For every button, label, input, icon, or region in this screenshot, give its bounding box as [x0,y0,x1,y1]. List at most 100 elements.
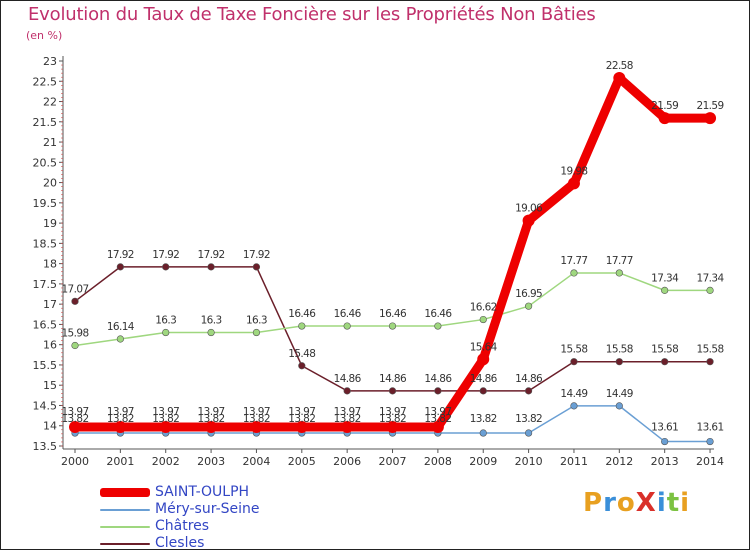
data-point [207,263,215,271]
data-label: 14.86 [515,373,543,385]
legend-label: Clesles [155,535,205,551]
data-label: 16.46 [379,308,407,320]
data-point [434,387,442,395]
data-point [71,341,79,350]
proxiti-logo: ProXiti [583,488,690,518]
data-point [388,322,397,330]
data-label: 13.61 [697,422,724,434]
y-tick-label: 18 [43,258,57,271]
data-point [431,420,444,433]
data-point [252,263,261,271]
data-point [477,353,490,366]
data-label: 13.97 [107,406,134,418]
data-point [524,302,533,310]
data-label: 13.82 [424,413,451,425]
x-tick-label: 2000 [61,455,89,468]
y-tick-label: 16 [43,339,57,352]
data-label: 17.92 [243,249,270,261]
data-point [706,358,714,366]
data-label: 15.58 [697,344,724,356]
y-tick-label: 18.5 [33,237,58,250]
data-point [69,420,81,433]
x-tick-label: 2008 [424,455,452,468]
data-point [298,362,306,370]
data-label: 14.49 [606,388,633,400]
logo-letter: P [583,488,604,518]
y-tick-label: 15.5 [33,359,58,372]
x-tick-label: 2009 [469,455,497,468]
y-tick-label: 21.5 [33,116,58,129]
x-tick-label: 2007 [379,455,407,468]
data-label: 13.97 [288,406,315,418]
x-tick-label: 2001 [106,455,134,468]
data-label: 15.64 [470,341,498,353]
data-label: 19.98 [560,165,587,177]
x-tick-label: 2013 [651,455,679,468]
data-point [570,269,578,277]
y-tick-label: 14.5 [33,399,58,412]
data-point [661,286,669,294]
logo-letter: r [603,488,617,518]
data-label: 13.97 [198,406,225,418]
data-label: 17.92 [107,249,134,261]
x-tick-label: 2010 [515,455,543,468]
legend-swatch [100,488,150,497]
data-point [570,402,578,410]
data-point [250,420,263,433]
logo-letter: X [635,488,657,518]
data-point [704,112,717,125]
data-label: 15.58 [606,344,633,356]
x-tick-label: 2002 [152,455,180,468]
y-tick-label: 22.5 [33,75,58,88]
y-tick-label: 23 [43,55,57,68]
x-tick-label: 2004 [242,455,270,468]
data-point [661,437,669,446]
y-tick-label: 20.5 [33,156,58,169]
legend-swatch [100,509,150,511]
data-label: 17.07 [61,283,88,295]
x-tick-label: 2012 [605,455,633,468]
y-tick-label: 19 [43,217,57,230]
data-label: 16.3 [246,315,267,327]
x-tick-label: 2005 [288,455,316,468]
data-point [613,72,626,85]
logo-letter: t [666,488,681,518]
legend-label: Méry-sur-Seine [155,501,260,517]
data-point [658,112,671,125]
data-label: 16.3 [201,315,222,327]
data-label: 15.48 [288,348,315,360]
x-tick-label: 2014 [696,455,724,468]
logo-letter: i [656,488,667,518]
x-tick-label: 2003 [197,455,225,468]
data-point [615,402,623,410]
data-label: 21.59 [697,100,724,112]
legend-swatch [100,526,150,528]
legend-label: Châtres [155,518,210,534]
data-label: 17.34 [651,272,679,284]
data-label: 14.86 [334,373,362,385]
data-point [615,358,623,366]
data-label: 16.46 [288,308,316,320]
data-point [388,387,397,395]
data-label: 13.61 [651,422,678,434]
data-point [116,335,124,343]
logo-letter: i [680,488,691,518]
data-point [295,420,308,433]
data-label: 14.86 [424,373,452,385]
data-label: 17.77 [560,255,587,267]
data-label: 13.82 [288,413,315,425]
data-point [343,322,351,330]
data-label: 22.58 [606,60,633,72]
data-label: 21.59 [651,100,678,112]
data-label: 15.58 [651,344,678,356]
y-axis-unit-label: (en %) [26,29,63,42]
y-tick-label: 17 [43,298,57,311]
data-label: 17.92 [198,249,225,261]
data-point [341,420,354,433]
data-label: 13.82 [198,413,225,425]
data-label: 17.77 [606,255,633,267]
data-point [524,429,533,437]
data-label: 15.58 [560,344,587,356]
data-label: 13.97 [243,406,270,418]
legend-label: SAINT-OULPH [155,484,250,500]
